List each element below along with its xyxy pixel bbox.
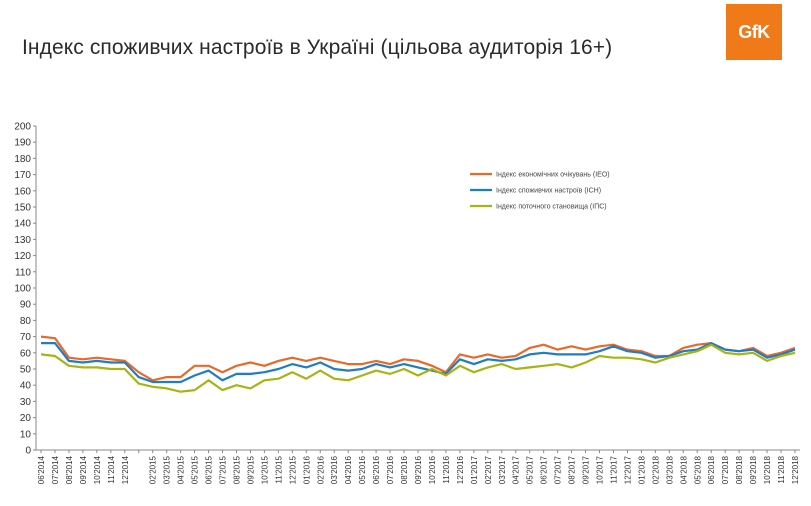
y-tick-label: 130 bbox=[14, 235, 31, 246]
x-tick-label: 04'2016 bbox=[344, 455, 353, 484]
x-tick-label: 04'2018 bbox=[679, 455, 688, 484]
y-tick-label: 30 bbox=[20, 397, 32, 408]
y-tick-label: 180 bbox=[14, 154, 31, 165]
x-tick-label: 01'2017 bbox=[470, 455, 479, 484]
x-tick-label: 12'2018 bbox=[791, 455, 800, 484]
y-axis: 0 10 20 30 40 50 60 70 80 90 100 110 120 130 140 150 160… bbox=[14, 122, 37, 457]
y-tick-label: 90 bbox=[20, 300, 32, 311]
series-line-1 bbox=[40, 335, 796, 382]
legend-label-2: Індекс споживчих настроїв (ІСН) bbox=[496, 188, 601, 195]
x-tick-label: 06'2015 bbox=[205, 455, 214, 484]
y-tick-label: 70 bbox=[20, 332, 32, 343]
y-tick-label: 190 bbox=[14, 138, 31, 149]
x-tick-label: 05'2018 bbox=[693, 455, 702, 484]
x-tick-label: 11'2015 bbox=[274, 455, 283, 483]
x-tick-label: 10'2017 bbox=[596, 455, 605, 484]
x-tick-label: 07'2017 bbox=[554, 455, 563, 484]
y-tick-label: 40 bbox=[20, 381, 32, 392]
x-tick-label: 03'2016 bbox=[330, 455, 339, 484]
x-tick-label: 12'2015 bbox=[288, 455, 297, 484]
x-tick-label: 09'2016 bbox=[414, 455, 423, 484]
x-tick-label: 08'2018 bbox=[735, 455, 744, 484]
x-tick-label: 11'2018 bbox=[777, 455, 786, 483]
gfk-logo: GfK bbox=[726, 4, 782, 60]
y-tick-label: 140 bbox=[14, 219, 31, 230]
x-tick-label: 01'2016 bbox=[302, 455, 311, 484]
y-tick-label: 10 bbox=[20, 429, 32, 440]
y-tick-label: 200 bbox=[14, 122, 31, 133]
y-tick-label: 110 bbox=[15, 267, 31, 278]
x-tick-label: 10'2016 bbox=[428, 455, 437, 484]
series-layer bbox=[40, 335, 796, 393]
y-tick-label: 80 bbox=[20, 316, 32, 327]
x-tick-label: 09'2015 bbox=[246, 455, 255, 484]
x-tick-label: 04'2017 bbox=[512, 455, 521, 484]
y-tick-label: 50 bbox=[20, 365, 32, 376]
x-tick-label: 12'2017 bbox=[623, 455, 632, 484]
x-tick-label: 02'2015 bbox=[149, 455, 158, 484]
x-tick-label: 05'2016 bbox=[358, 455, 367, 484]
series-line-2 bbox=[41, 342, 796, 384]
legend-label-1: Індекс економічних очікувань (ІЕО) bbox=[496, 171, 610, 179]
x-tick-label: 02'2018 bbox=[651, 455, 660, 484]
x-tick-label: 02'2016 bbox=[316, 455, 325, 484]
y-tick-label: 170 bbox=[14, 170, 31, 181]
x-tick-label: 09'2014 bbox=[79, 455, 88, 484]
x-tick-label: 06'2014 bbox=[37, 455, 46, 484]
x-tick-label: 11'2017 bbox=[609, 455, 618, 483]
x-tick-label: 07'2014 bbox=[51, 455, 60, 484]
x-tick-label: 10'2015 bbox=[260, 455, 269, 484]
x-tick-label: 01'2018 bbox=[637, 455, 646, 484]
x-tick-label: 03'2018 bbox=[665, 455, 674, 484]
x-tick-label: 07'2018 bbox=[721, 455, 730, 484]
x-tick-label: 10'2018 bbox=[763, 455, 772, 484]
y-tick-label: 160 bbox=[14, 186, 31, 197]
x-tick-label: 02'2017 bbox=[484, 455, 493, 484]
y-tick-label: 60 bbox=[20, 348, 32, 359]
x-tick-label: 08'2017 bbox=[568, 455, 577, 484]
x-tick-label: 12'2016 bbox=[456, 455, 465, 484]
x-tick-label: 11'2016 bbox=[442, 455, 451, 483]
x-tick-label: 04'2015 bbox=[177, 455, 186, 484]
x-tick-label: 06'2016 bbox=[372, 455, 381, 484]
y-tick-label: 100 bbox=[14, 284, 31, 295]
y-tick-label: 150 bbox=[14, 203, 31, 214]
x-tick-label: 09'2018 bbox=[749, 455, 758, 484]
series-line-3 bbox=[40, 343, 796, 393]
x-tick-label: 05'2017 bbox=[526, 455, 535, 484]
x-tick-label: 11'2014 bbox=[107, 455, 116, 483]
page-title: Індекс споживчих настроїв в Україні (ціл… bbox=[22, 36, 613, 59]
x-tick-label: 08'2014 bbox=[65, 455, 74, 484]
y-tick-label: 20 bbox=[20, 413, 32, 424]
legend: Індекс економічних очікувань (ІЕО) Індекс… bbox=[470, 171, 610, 211]
x-tick-label: 07'2015 bbox=[219, 455, 228, 484]
y-tick-label: 120 bbox=[14, 251, 31, 262]
x-axis: 06'2014 07'2014 08'2014 09'2014 10'2014 11'20… bbox=[36, 449, 800, 484]
x-tick-label: 08'2016 bbox=[400, 455, 409, 484]
x-tick-label: 10'2014 bbox=[93, 455, 102, 484]
x-tick-label: 03'2015 bbox=[163, 455, 172, 484]
x-tick-label: 06'2018 bbox=[707, 455, 716, 484]
x-tick-label: 12'2014 bbox=[121, 455, 130, 484]
y-tick-label: 0 bbox=[25, 446, 31, 457]
x-tick-label: 07'2016 bbox=[386, 455, 395, 484]
x-tick-label: 08'2015 bbox=[232, 455, 241, 484]
x-tick-label: 06'2017 bbox=[540, 455, 549, 484]
legend-label-3: Індекс поточного становища (ІПС) bbox=[496, 204, 607, 211]
x-tick-label: 09'2017 bbox=[582, 455, 591, 484]
x-tick-label: 03'2017 bbox=[498, 455, 507, 484]
x-tick-label: 05'2015 bbox=[191, 455, 200, 484]
